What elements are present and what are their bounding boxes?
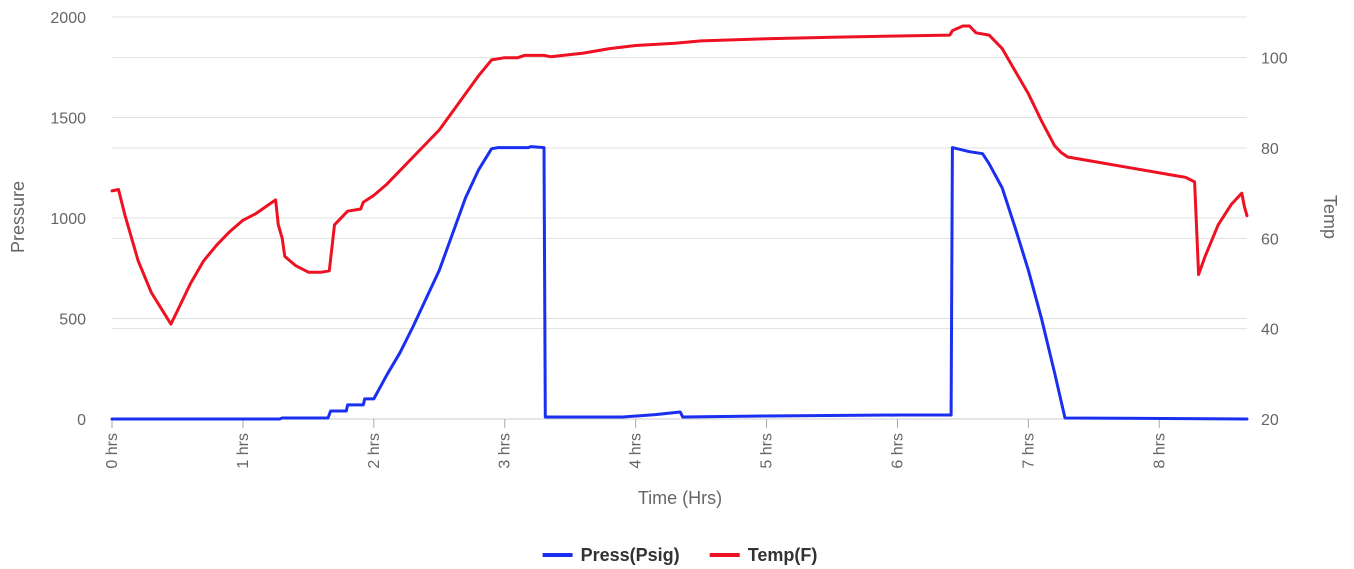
legend-item-1: Temp(F)	[709, 545, 818, 565]
x-tick-label: 2 hrs	[366, 433, 383, 469]
x-tick-label: 4 hrs	[628, 433, 645, 469]
series-line-0	[110, 145, 1249, 421]
series-line-1	[110, 24, 1249, 326]
series-lines	[110, 24, 1249, 421]
x-tick-label: 0 hrs	[104, 433, 121, 469]
legend-label: Press(Psig)	[581, 545, 680, 565]
x-tick-label: 5 hrs	[759, 433, 776, 469]
y-left-tick-label: 1000	[50, 211, 86, 228]
x-tick-label: 6 hrs	[889, 433, 906, 469]
y-right-tick-label: 80	[1261, 141, 1279, 158]
y-left-tick-label: 500	[59, 312, 86, 329]
y-left-tick-label: 0	[77, 412, 86, 429]
y-right-tick-label: 20	[1261, 412, 1279, 429]
y-left-tick-label: 2000	[50, 10, 86, 27]
legend: Press(Psig) Temp(F)	[542, 545, 818, 565]
x-tick-label: 7 hrs	[1020, 433, 1037, 469]
y-right-tick-label: 40	[1261, 322, 1279, 339]
y-right-tick-label: 60	[1261, 231, 1279, 248]
y-left-tick-label: 1500	[50, 111, 86, 128]
x-tick-label: 1 hrs	[235, 433, 252, 469]
x-axis: 0 hrs 1 hrs 2 hrs 3 hrs 4 hrs 5 hrs 6 hrs 7 hrs…	[104, 418, 1247, 469]
gridlines	[112, 16, 1247, 420]
y-right-axis-title: Temp	[1320, 195, 1340, 239]
right-axis: 20 40 60 80 100	[1261, 51, 1288, 429]
y-right-tick-label: 100	[1261, 51, 1288, 68]
legend-label: Temp(F)	[748, 545, 818, 565]
x-axis-title: Time (Hrs)	[638, 488, 722, 508]
legend-item-0: Press(Psig)	[542, 545, 680, 565]
x-tick-label: 3 hrs	[497, 433, 514, 469]
x-tick-label: 8 hrs	[1151, 433, 1168, 469]
left-axis: 0 500 1000 1500 2000	[50, 10, 86, 429]
y-left-axis-title: Pressure	[8, 181, 28, 253]
